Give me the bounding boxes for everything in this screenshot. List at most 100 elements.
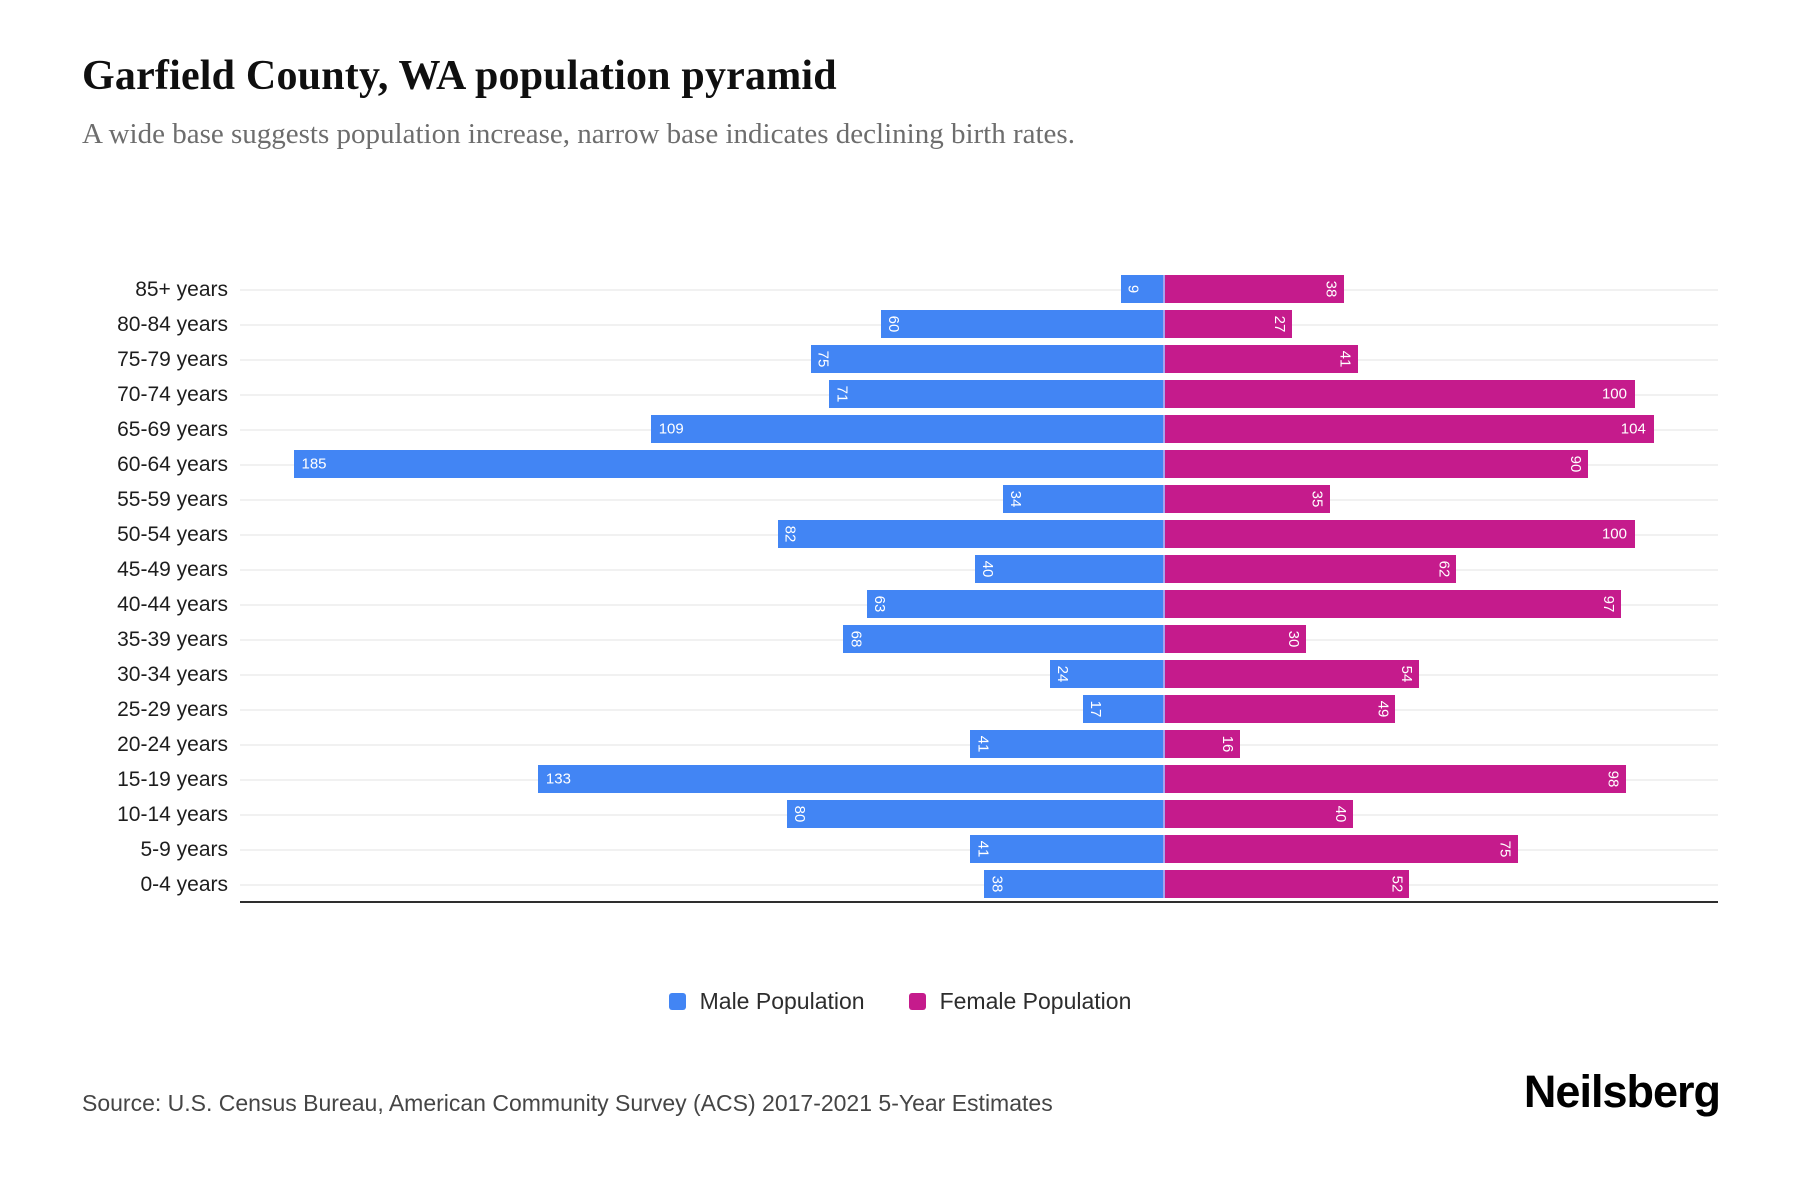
row-plot: 68 30 xyxy=(240,622,1718,657)
gridline xyxy=(240,288,1718,291)
male-value-label: 34 xyxy=(1007,490,1025,508)
male-bar-7[interactable]: 82 xyxy=(777,520,1163,548)
male-value-label: 60 xyxy=(885,315,902,333)
male-value-label: 109 xyxy=(658,420,684,438)
pyramid-row-1: 80-84 years 60 27 xyxy=(82,307,1718,342)
age-group-label: 40-44 years xyxy=(117,593,228,616)
female-bar-12[interactable]: 49 xyxy=(1163,695,1396,723)
age-group-label: 55-59 years xyxy=(117,488,228,511)
male-bar-6[interactable]: 34 xyxy=(1003,485,1163,513)
female-bar-0[interactable]: 38 xyxy=(1163,275,1344,303)
pyramid-row-10: 35-39 years 68 30 xyxy=(82,622,1718,657)
legend-item-male[interactable]: Male Population xyxy=(668,988,865,1015)
chart-subtitle: A wide base suggests population increase… xyxy=(82,118,1075,150)
female-value-label: 104 xyxy=(1620,420,1646,438)
female-bar-9[interactable]: 97 xyxy=(1163,590,1621,618)
female-value-label: 27 xyxy=(1270,315,1288,333)
male-bar-11[interactable]: 24 xyxy=(1050,660,1163,688)
pyramid-row-12: 25-29 years 17 49 xyxy=(82,692,1718,727)
female-bar-8[interactable]: 62 xyxy=(1163,555,1457,583)
female-bar-2[interactable]: 41 xyxy=(1163,345,1358,373)
female-bar-10[interactable]: 30 xyxy=(1163,625,1306,653)
male-bar-1[interactable]: 60 xyxy=(881,310,1163,338)
pyramid-row-15: 10-14 years 80 40 xyxy=(82,797,1718,832)
female-bar-13[interactable]: 16 xyxy=(1163,730,1241,758)
age-group-label: 15-19 years xyxy=(117,768,228,791)
male-value-label: 17 xyxy=(1087,700,1105,718)
gridline xyxy=(240,673,1718,676)
age-group-label: 65-69 years xyxy=(117,418,228,441)
male-bar-15[interactable]: 80 xyxy=(787,800,1163,828)
male-bar-16[interactable]: 41 xyxy=(970,835,1163,863)
male-bar-12[interactable]: 17 xyxy=(1083,695,1163,723)
male-bar-13[interactable]: 41 xyxy=(970,730,1163,758)
female-value-label: 97 xyxy=(1599,595,1617,613)
female-value-label: 100 xyxy=(1601,525,1627,543)
age-group-label: 45-49 years xyxy=(117,558,228,581)
pyramid-row-13: 20-24 years 41 16 xyxy=(82,727,1718,762)
male-bar-17[interactable]: 38 xyxy=(984,870,1163,898)
male-value-label: 38 xyxy=(988,875,1006,893)
row-plot: 82 100 xyxy=(240,517,1718,552)
female-value-label: 100 xyxy=(1601,385,1627,403)
female-value-label: 35 xyxy=(1308,490,1326,508)
age-group-label: 70-74 years xyxy=(117,383,228,406)
male-bar-10[interactable]: 68 xyxy=(843,625,1163,653)
x-axis-line xyxy=(240,901,1718,903)
age-group-label: 25-29 years xyxy=(117,698,228,721)
female-value-label: 16 xyxy=(1219,735,1237,753)
female-bar-1[interactable]: 27 xyxy=(1163,310,1292,338)
male-bar-14[interactable]: 133 xyxy=(537,765,1163,793)
brand-logo: Neilsberg xyxy=(1523,1066,1721,1117)
age-group-label: 60-64 years xyxy=(117,453,228,476)
male-bar-2[interactable]: 75 xyxy=(810,345,1163,373)
male-value-label: 41 xyxy=(974,735,992,753)
female-bar-16[interactable]: 75 xyxy=(1163,835,1518,863)
row-plot: 17 49 xyxy=(240,692,1718,727)
chart-plot-area: 85+ years 9 38 80-84 years 60 27 75-79 years 75… xyxy=(82,272,1718,902)
row-plot: 185 90 xyxy=(240,447,1718,482)
pyramid-row-8: 45-49 years 40 62 xyxy=(82,552,1718,587)
pyramid-row-11: 30-34 years 24 54 xyxy=(82,657,1718,692)
gridline xyxy=(240,883,1718,886)
pyramid-row-5: 60-64 years 185 90 xyxy=(82,447,1718,482)
row-plot: 40 62 xyxy=(240,552,1718,587)
row-plot: 71 100 xyxy=(240,377,1718,412)
female-bar-17[interactable]: 52 xyxy=(1163,870,1410,898)
female-value-label: 62 xyxy=(1435,560,1453,578)
female-bar-4[interactable]: 104 xyxy=(1163,415,1654,443)
row-plot: 63 97 xyxy=(240,587,1718,622)
male-bar-4[interactable]: 109 xyxy=(650,415,1163,443)
female-bar-15[interactable]: 40 xyxy=(1163,800,1353,828)
female-value-label: 49 xyxy=(1374,700,1392,718)
female-bar-5[interactable]: 90 xyxy=(1163,450,1588,478)
male-bar-8[interactable]: 40 xyxy=(975,555,1163,583)
age-group-label: 80-84 years xyxy=(117,313,228,336)
age-group-label: 35-39 years xyxy=(117,628,228,651)
male-bar-9[interactable]: 63 xyxy=(866,590,1163,618)
legend-item-female[interactable]: Female Population xyxy=(908,988,1131,1015)
female-bar-14[interactable]: 98 xyxy=(1163,765,1626,793)
pyramid-row-7: 50-54 years 82 100 xyxy=(82,517,1718,552)
male-value-label: 63 xyxy=(870,595,888,613)
legend-label: Male Population xyxy=(699,988,865,1014)
male-value-label: 75 xyxy=(814,350,832,368)
male-bar-3[interactable]: 71 xyxy=(829,380,1163,408)
age-group-label: 30-34 years xyxy=(117,663,228,686)
female-bar-11[interactable]: 54 xyxy=(1163,660,1419,688)
male-bar-5[interactable]: 185 xyxy=(293,450,1163,478)
male-value-label: 40 xyxy=(979,560,996,578)
female-value-label: 52 xyxy=(1388,875,1406,893)
male-value-label: 185 xyxy=(301,455,327,473)
female-bar-3[interactable]: 100 xyxy=(1163,380,1635,408)
source-note: Source: U.S. Census Bureau, American Com… xyxy=(82,1090,1053,1116)
male-bar-0[interactable]: 9 xyxy=(1120,275,1163,303)
pyramid-row-16: 5-9 years 41 75 xyxy=(82,832,1718,867)
female-value-label: 90 xyxy=(1567,455,1584,473)
row-plot: 80 40 xyxy=(240,797,1718,832)
row-plot: 75 41 xyxy=(240,342,1718,377)
female-value-label: 54 xyxy=(1397,665,1415,683)
female-bar-7[interactable]: 100 xyxy=(1163,520,1635,548)
female-bar-6[interactable]: 35 xyxy=(1163,485,1330,513)
age-group-label: 5-9 years xyxy=(140,838,228,861)
